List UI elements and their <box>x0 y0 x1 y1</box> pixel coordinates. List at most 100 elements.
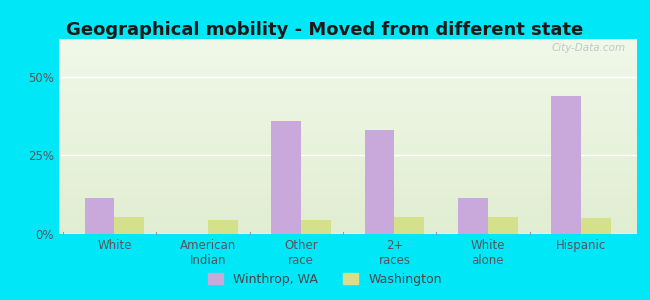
Text: Geographical mobility - Moved from different state: Geographical mobility - Moved from diffe… <box>66 21 584 39</box>
Bar <box>58 138 637 140</box>
Bar <box>58 49 637 51</box>
Bar <box>58 193 637 195</box>
Bar <box>58 168 637 170</box>
Bar <box>58 152 637 154</box>
Bar <box>395 217 424 234</box>
Bar <box>58 134 637 136</box>
Bar <box>58 142 637 144</box>
Bar <box>458 198 488 234</box>
Bar <box>58 230 637 232</box>
Bar <box>58 64 637 66</box>
Bar <box>58 212 637 214</box>
Bar <box>208 220 238 234</box>
Bar <box>84 198 114 234</box>
Bar <box>58 55 637 56</box>
Bar <box>58 160 637 162</box>
Bar <box>58 211 637 212</box>
Bar <box>58 74 637 76</box>
Bar <box>58 107 637 109</box>
Bar <box>58 125 637 127</box>
Bar <box>58 100 637 101</box>
Bar <box>58 78 637 80</box>
Bar <box>271 121 301 234</box>
Bar <box>58 80 637 82</box>
Bar <box>58 70 637 72</box>
Bar <box>58 144 637 146</box>
Bar <box>58 217 637 218</box>
Bar <box>58 121 637 123</box>
Bar <box>58 53 637 55</box>
Bar <box>58 105 637 107</box>
Bar <box>58 41 637 43</box>
Bar <box>58 43 637 45</box>
Bar <box>58 101 637 103</box>
Bar <box>58 56 637 58</box>
Bar <box>58 189 637 191</box>
Bar <box>58 39 637 41</box>
Bar <box>58 82 637 84</box>
Bar <box>58 197 637 199</box>
Bar <box>58 220 637 222</box>
Bar <box>58 68 637 70</box>
Bar <box>58 150 637 152</box>
Bar <box>58 66 637 68</box>
Bar <box>58 183 637 185</box>
Bar <box>58 177 637 179</box>
Bar <box>58 115 637 117</box>
Bar <box>581 218 611 234</box>
Bar <box>58 90 637 92</box>
Bar <box>58 179 637 181</box>
Bar <box>58 148 637 150</box>
Bar <box>58 222 637 224</box>
Bar <box>58 232 637 234</box>
Bar <box>58 146 637 148</box>
Bar <box>58 173 637 175</box>
Bar <box>58 166 637 168</box>
Text: City-Data.com: City-Data.com <box>551 43 625 53</box>
Bar <box>58 58 637 61</box>
Bar <box>58 181 637 183</box>
Bar <box>58 95 637 98</box>
Bar <box>58 156 637 158</box>
Bar <box>58 133 637 134</box>
Bar <box>488 217 517 234</box>
Bar <box>58 224 637 226</box>
Bar <box>58 45 637 47</box>
Bar <box>58 86 637 88</box>
Bar <box>58 201 637 203</box>
Bar <box>551 96 581 234</box>
Bar <box>58 185 637 187</box>
Bar <box>58 72 637 74</box>
Bar <box>58 119 637 121</box>
Bar <box>58 172 637 173</box>
Bar <box>58 164 637 166</box>
Bar <box>58 51 637 53</box>
Bar <box>58 131 637 133</box>
Bar <box>58 214 637 217</box>
Bar <box>58 158 637 160</box>
Bar <box>58 117 637 119</box>
Bar <box>58 191 637 193</box>
Bar <box>58 94 637 95</box>
Bar <box>58 209 637 211</box>
Bar <box>58 207 637 209</box>
Bar <box>58 203 637 205</box>
Bar <box>58 176 637 177</box>
Bar <box>58 113 637 115</box>
Bar <box>58 109 637 111</box>
Bar <box>58 218 637 220</box>
Bar <box>58 162 637 164</box>
Bar <box>365 130 395 234</box>
Bar <box>58 129 637 131</box>
Bar <box>58 226 637 228</box>
Bar <box>114 217 144 234</box>
Bar <box>58 76 637 78</box>
Bar <box>58 127 637 129</box>
Legend: Winthrop, WA, Washington: Winthrop, WA, Washington <box>203 268 447 291</box>
Bar <box>58 228 637 230</box>
Bar <box>58 205 637 207</box>
Bar <box>58 62 637 64</box>
Bar <box>58 140 637 142</box>
Bar <box>58 170 637 172</box>
Bar <box>58 195 637 197</box>
